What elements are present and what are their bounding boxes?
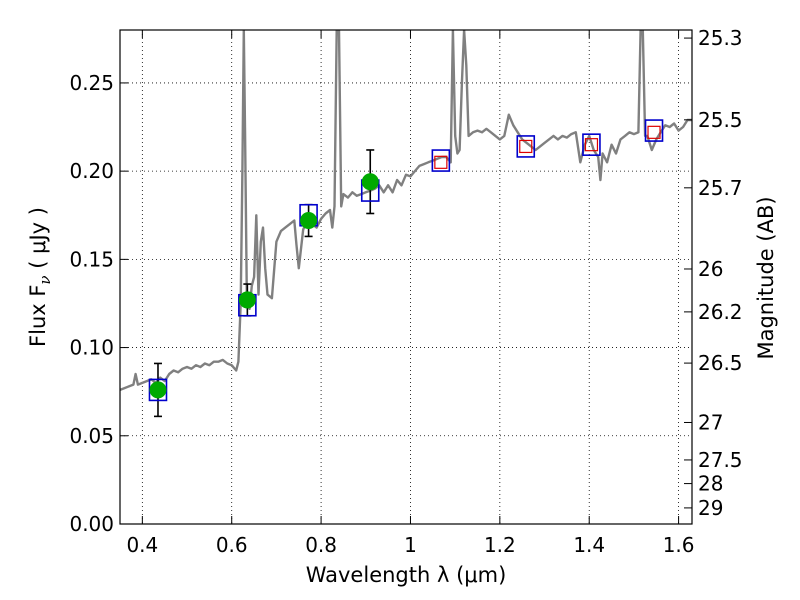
x-tick-label: 1: [404, 533, 417, 557]
y2-tick-label: 29: [698, 496, 723, 520]
y2-tick-label: 28: [698, 472, 723, 496]
green-circle-marker: [361, 173, 379, 191]
y-tick-label: 0.25: [69, 71, 114, 95]
green-circle-marker: [300, 212, 318, 230]
green-circle-marker: [149, 381, 167, 399]
x-tick-label: 0.8: [305, 533, 337, 557]
y2-tick-label: 25.3: [698, 26, 743, 50]
y2-tick-label: 25.7: [698, 176, 743, 200]
y2-tick-label: 26.5: [698, 351, 743, 375]
y-tick-label: 0.20: [69, 159, 114, 183]
x-tick-label: 1.4: [573, 533, 605, 557]
spectrum-line: [120, 30, 692, 392]
red-square-marker: [519, 139, 533, 154]
data-markers: [148, 119, 664, 402]
red-square-marker: [647, 125, 661, 139]
red-square-marker: [584, 138, 599, 152]
x-tick-label: 0.4: [126, 533, 158, 557]
x-tick-label: 0.6: [216, 533, 248, 557]
y2-tick-label: 26.2: [698, 300, 743, 324]
y-tick-label: 0.00: [69, 512, 114, 536]
blue-square-marker: [431, 149, 451, 172]
x-axis-label: Wavelength λ (μm): [306, 563, 507, 587]
blue-square-marker: [516, 135, 536, 158]
axis-ticks: [120, 30, 692, 525]
y-tick-label: 0.05: [69, 424, 114, 448]
y-tick-label: 0.15: [69, 247, 114, 271]
x-tick-label: 1.2: [484, 533, 516, 557]
y2-tick-label: 27.5: [698, 448, 743, 472]
blue-square-marker: [644, 119, 664, 142]
y2-tick-label: 25.5: [698, 108, 743, 132]
x-tick-label: 1.6: [663, 533, 695, 557]
y-axis-label: Flux Fν ( μJy ): [26, 207, 54, 347]
y2-axis-label: Magnitude (AB): [754, 196, 778, 359]
blue-square-marker: [582, 133, 601, 156]
grid-lines: [120, 30, 692, 525]
y2-tick-label: 27: [698, 410, 723, 434]
plot-frame: [119, 29, 693, 525]
red-square-marker: [434, 155, 448, 169]
green-circle-marker: [238, 291, 256, 309]
y2-tick-label: 26: [698, 257, 723, 281]
tick-labels: 0.4 0.6 0.8 1 1.2 1.4 1.6 0.00 0.05 0.10 0.15 0.20 0…: [69, 26, 742, 557]
spectrum-series: [120, 30, 692, 392]
y-tick-label: 0.10: [69, 336, 114, 360]
